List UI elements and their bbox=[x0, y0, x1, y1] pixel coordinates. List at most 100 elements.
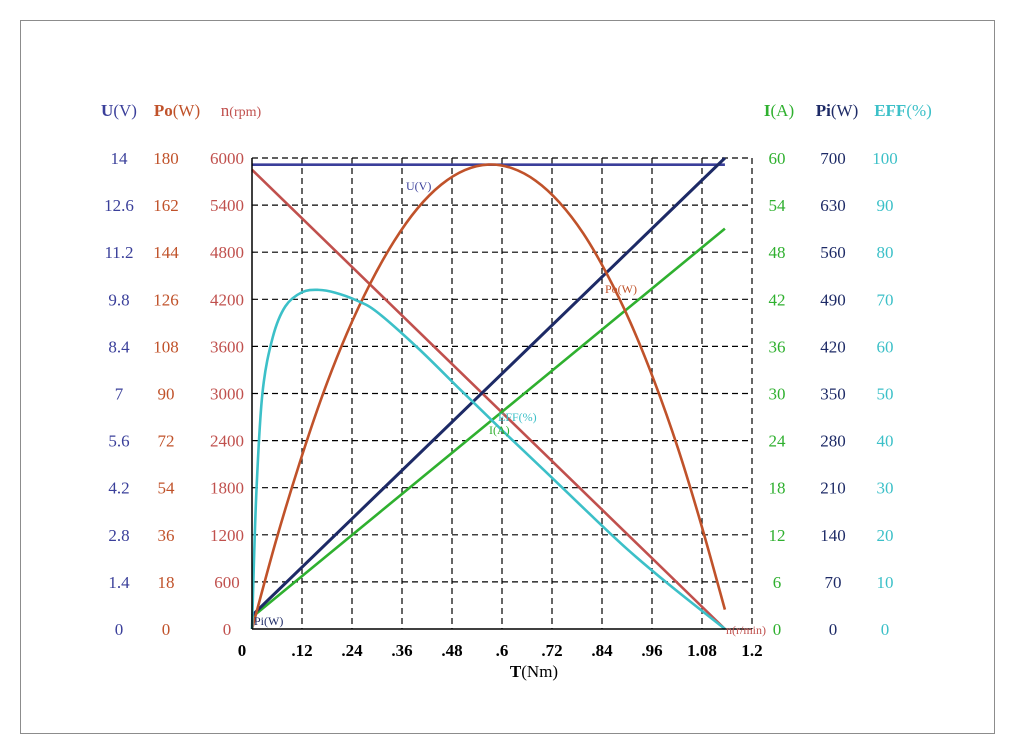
x-tick-label: .48 bbox=[441, 641, 462, 660]
series-Pi-line bbox=[250, 156, 726, 617]
right-axis-tick-EFF: 30 bbox=[877, 479, 894, 498]
axis-title-n: n(rpm) bbox=[221, 101, 262, 120]
motor-performance-chart: 0 .12 .24 .36 .48 .6 .72 .84 .96 1.08 1.2 T(Nm) 0 1.4… bbox=[101, 101, 932, 681]
left-axis-tick-Po: 72 bbox=[158, 432, 175, 451]
left-axis-tick-n: 3000 bbox=[210, 385, 244, 404]
right-axis-tick-I: 0 bbox=[773, 620, 782, 639]
right-axis-tick-I: 12 bbox=[769, 526, 786, 545]
left-axis-tick-Po: 126 bbox=[153, 290, 179, 309]
left-axis-tick-U: 1.4 bbox=[108, 573, 130, 592]
left-axis-tick-U: 12.6 bbox=[104, 196, 134, 215]
x-tick-label: .84 bbox=[591, 641, 613, 660]
right-axis-tick-EFF: 40 bbox=[877, 432, 894, 451]
left-axis-tick-Po: 36 bbox=[158, 526, 175, 545]
right-axis-tick-Pi: 70 bbox=[825, 573, 842, 592]
right-axis-tick-I: 30 bbox=[769, 385, 786, 404]
right-axis-tick-EFF: 20 bbox=[877, 526, 894, 545]
curves bbox=[250, 156, 727, 631]
curve-label-I: I(A) bbox=[489, 423, 510, 437]
right-axis-tick-Pi: 560 bbox=[820, 243, 846, 262]
series-I-line bbox=[251, 227, 726, 619]
curve-labels: U(V) Po(W) EFF(%)I(A) Pi(W) n(r/min) bbox=[254, 179, 766, 637]
right-axis-tick-Pi: 140 bbox=[820, 526, 846, 545]
left-axis-tick-Po: 0 bbox=[162, 620, 171, 639]
x-tick-label: 1.2 bbox=[741, 641, 762, 660]
right-axis-tick-Pi: 700 bbox=[820, 149, 846, 168]
left-axis-tick-Po: 18 bbox=[158, 573, 175, 592]
series-n-line bbox=[251, 168, 726, 630]
curve-label-U: U(V) bbox=[406, 179, 431, 193]
right-axis-tick-I: 36 bbox=[769, 337, 786, 356]
left-axis-tick-n: 5400 bbox=[210, 196, 244, 215]
axes: 0 .12 .24 .36 .48 .6 .72 .84 .96 1.08 1.2 T(Nm) 0 1.4… bbox=[101, 101, 932, 681]
left-axis-tick-n: 1800 bbox=[210, 479, 244, 498]
right-axis-tick-I: 24 bbox=[769, 432, 787, 451]
left-axis-tick-U: 7 bbox=[115, 385, 124, 404]
right-axis-tick-Pi: 0 bbox=[829, 620, 838, 639]
axis-title-EFF: EFF(%) bbox=[874, 101, 932, 120]
right-axis-tick-I: 18 bbox=[769, 479, 786, 498]
left-axis-tick-n: 2400 bbox=[210, 432, 244, 451]
left-axis-tick-Po: 144 bbox=[153, 243, 179, 262]
x-tick-label: 1.08 bbox=[687, 641, 717, 660]
left-axis-tick-Po: 54 bbox=[158, 479, 176, 498]
x-tick-label: .12 bbox=[291, 641, 312, 660]
right-axis-tick-EFF: 60 bbox=[877, 337, 894, 356]
left-axis-tick-Po: 162 bbox=[153, 196, 179, 215]
left-axis-tick-U: 14 bbox=[111, 149, 129, 168]
curve-label-Pi: Pi(W) bbox=[254, 614, 283, 628]
left-axis-tick-n: 4200 bbox=[210, 290, 244, 309]
left-axis-tick-Po: 90 bbox=[158, 385, 175, 404]
x-tick-label: 0 bbox=[238, 641, 247, 660]
right-axis-tick-EFF: 10 bbox=[877, 573, 894, 592]
left-axis-tick-n: 6000 bbox=[210, 149, 244, 168]
axis-title-Po: Po(W) bbox=[154, 101, 200, 120]
right-axis-tick-Pi: 210 bbox=[820, 479, 846, 498]
series-EFF-line bbox=[250, 288, 726, 631]
right-axis-tick-EFF: 70 bbox=[877, 290, 894, 309]
axis-title-Pi: Pi(W) bbox=[816, 101, 858, 120]
right-axis-tick-I: 60 bbox=[769, 149, 786, 168]
left-axis-tick-Po: 108 bbox=[153, 337, 179, 356]
right-axis-tick-Pi: 490 bbox=[820, 290, 846, 309]
right-axis-tick-EFF: 90 bbox=[877, 196, 894, 215]
left-axis-tick-U: 4.2 bbox=[108, 479, 129, 498]
x-tick-label: .6 bbox=[496, 641, 509, 660]
left-axis-tick-U: 9.8 bbox=[108, 290, 129, 309]
right-axis-tick-Pi: 280 bbox=[820, 432, 846, 451]
series-Po-line bbox=[250, 163, 727, 630]
curve-label-n: n(r/min) bbox=[726, 623, 766, 637]
chart-frame: 0 .12 .24 .36 .48 .6 .72 .84 .96 1.08 1.2 T(Nm) 0 1.4… bbox=[20, 20, 995, 734]
right-axis-tick-EFF: 0 bbox=[881, 620, 890, 639]
right-axis-tick-EFF: 100 bbox=[872, 149, 898, 168]
x-tick-label: .96 bbox=[641, 641, 662, 660]
left-axis-tick-U: 11.2 bbox=[104, 243, 133, 262]
x-axis-title: T(Nm) bbox=[510, 662, 558, 681]
left-axis-tick-n: 1200 bbox=[210, 526, 244, 545]
left-axis-tick-Po: 180 bbox=[153, 149, 179, 168]
right-axis-tick-EFF: 50 bbox=[877, 385, 894, 404]
right-axis-tick-I: 6 bbox=[773, 573, 782, 592]
left-axis-tick-n: 600 bbox=[214, 573, 240, 592]
axis-title-I: I(A) bbox=[764, 101, 794, 120]
left-axis-tick-n: 4800 bbox=[210, 243, 244, 262]
left-axis-tick-U: 5.6 bbox=[108, 432, 129, 451]
right-axis-tick-Pi: 350 bbox=[820, 385, 846, 404]
right-axis-tick-Pi: 630 bbox=[820, 196, 846, 215]
right-axis-tick-I: 42 bbox=[769, 290, 786, 309]
left-axis-tick-n: 0 bbox=[223, 620, 232, 639]
left-axis-tick-U: 8.4 bbox=[108, 337, 130, 356]
right-axis-tick-Pi: 420 bbox=[820, 337, 846, 356]
left-axis-tick-U: 2.8 bbox=[108, 526, 129, 545]
axis-title-U: U(V) bbox=[101, 101, 137, 120]
left-axis-tick-n: 3600 bbox=[210, 337, 244, 356]
right-axis-tick-EFF: 80 bbox=[877, 243, 894, 262]
x-tick-label: .72 bbox=[541, 641, 562, 660]
grid bbox=[252, 157, 753, 629]
right-axis-tick-I: 54 bbox=[769, 196, 787, 215]
left-axis-tick-U: 0 bbox=[115, 620, 124, 639]
right-axis-tick-I: 48 bbox=[769, 243, 786, 262]
x-tick-label: .24 bbox=[341, 641, 363, 660]
curve-label-EFF: EFF(%) bbox=[498, 410, 537, 424]
curve-label-Po: Po(W) bbox=[605, 282, 637, 296]
